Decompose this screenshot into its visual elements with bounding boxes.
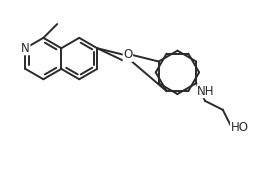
Text: HO: HO xyxy=(230,121,248,134)
Text: NH: NH xyxy=(197,85,215,98)
Text: N: N xyxy=(21,42,30,55)
Text: O: O xyxy=(123,48,132,61)
